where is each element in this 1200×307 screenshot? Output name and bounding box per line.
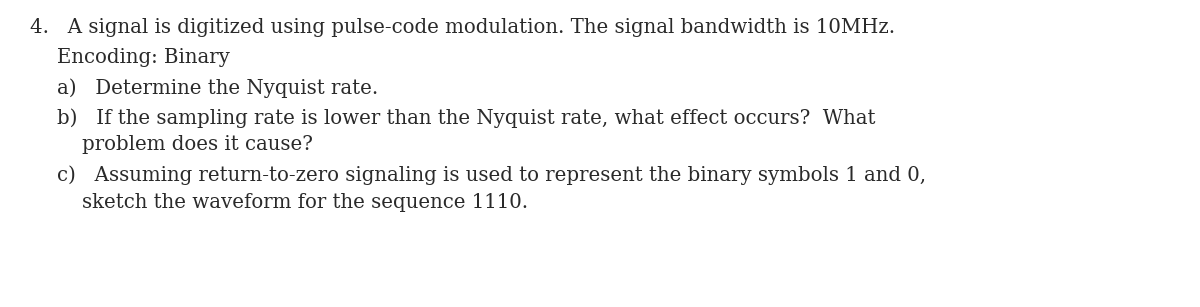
Text: c)   Assuming return-to-zero signaling is used to represent the binary symbols 1: c) Assuming return-to-zero signaling is … [58, 165, 926, 185]
Text: a)   Determine the Nyquist rate.: a) Determine the Nyquist rate. [58, 78, 378, 98]
Text: sketch the waveform for the sequence 1110.: sketch the waveform for the sequence 111… [82, 193, 528, 212]
Text: problem does it cause?: problem does it cause? [82, 135, 313, 154]
Text: b)   If the sampling rate is lower than the Nyquist rate, what effect occurs?  W: b) If the sampling rate is lower than th… [58, 108, 876, 128]
Text: 4.   A signal is digitized using pulse-code modulation. The signal bandwidth is : 4. A signal is digitized using pulse-cod… [30, 18, 895, 37]
Text: Encoding: Binary: Encoding: Binary [58, 48, 230, 67]
